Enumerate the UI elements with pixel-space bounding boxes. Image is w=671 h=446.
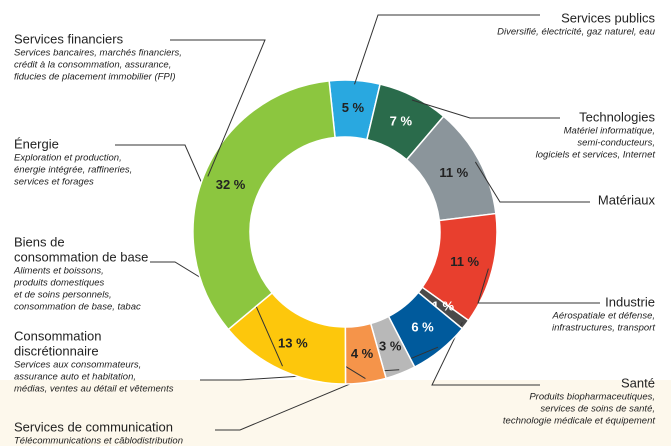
category-description: médias, ventes au détail et vêtements [14,384,174,395]
category-description: Produits biopharmaceutiques, [529,392,655,403]
category-description: services et forages [14,177,94,188]
value-label: 6 % [411,320,434,335]
category-description: infrastructures, transport [552,323,655,334]
category-description: crédit à la consommation, assurance, [14,60,171,71]
value-label: 32 % [216,177,246,192]
category-description: Services aux consommateurs, [14,360,141,371]
category-description: technologie médicale et équipement [503,416,655,427]
category-description: Services bancaires, marchés financiers, [14,48,182,59]
category-name: Services financiers [14,31,124,46]
category-name: Technologies [579,109,655,124]
category-description: Matériel informatique, [564,126,655,137]
category-name: consommation de base [14,249,148,264]
value-label: 4 % [351,346,374,361]
value-label: 3 % [379,338,402,353]
donut-segment [193,81,335,330]
category-description: services de soins de santé, [540,404,655,415]
category-description: produits domestiques [13,278,105,289]
category-description: Aérospatiale et défense, [552,311,655,322]
value-label: 5 % [342,100,365,115]
category-description: Diversifié, électricité, gaz naturel, ea… [497,27,656,38]
value-label: 13 % [278,335,308,350]
leader-line [354,15,540,84]
value-label: 11 % [450,254,479,269]
category-description: fiducies de placement immobilier (FPI) [14,72,176,83]
category-description: Télécommunications et câblodistribution [14,436,183,446]
category-name: Services publics [561,10,655,25]
category-name: Services de communication [14,419,173,434]
chart: 5 % Services publics Diversifié, électrici… [0,0,671,446]
category-description: consommation de base, tabac [14,302,141,313]
leader-line [478,269,600,303]
category-description: énergie intégrée, raffineries, [14,165,132,176]
category-name: Matériaux [598,192,656,207]
value-label: 11 % [439,165,468,180]
category-description: logiciels et services, Internet [536,150,656,161]
category-name: discrétionnaire [14,343,99,358]
category-description: Exploration et production, [14,153,122,164]
value-label: 7 % [390,113,413,128]
category-description: et de soins personnels, [14,290,112,301]
category-name: Industrie [605,294,655,309]
category-description: semi-conducteurs, [577,138,655,149]
category-name: Énergie [14,136,59,151]
category-name: Santé [621,375,655,390]
category-description: Aliments et boissons, [13,266,104,277]
category-name: Biens de [14,234,65,249]
category-name: Consommation [14,328,101,343]
category-description: assurance auto et habitation, [14,372,136,383]
